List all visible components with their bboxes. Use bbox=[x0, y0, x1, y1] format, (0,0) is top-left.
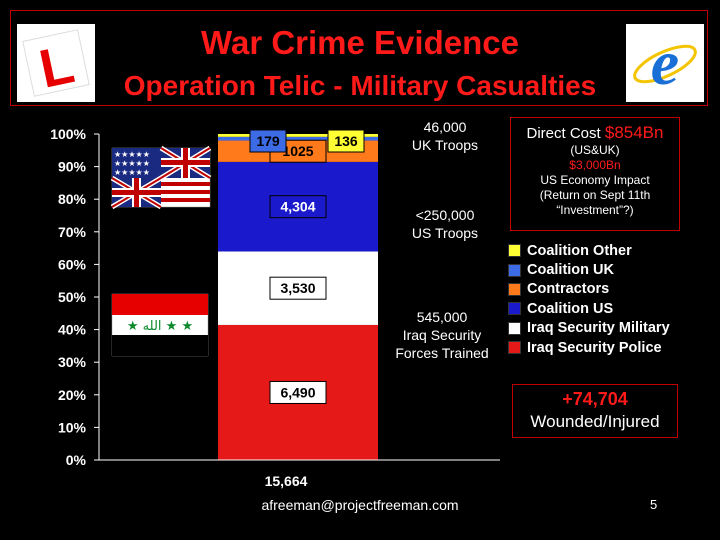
y-tick-label: 80% bbox=[58, 191, 87, 207]
econ-impact-line3: “Investment”?) bbox=[556, 203, 634, 217]
legend-label-coalition-uk: Coalition UK bbox=[527, 262, 614, 279]
x-axis: 15,664 bbox=[99, 459, 500, 489]
wounded-label: Wounded/Injured bbox=[530, 412, 660, 431]
legend-label-iraq-security-military: Iraq Security Military bbox=[527, 320, 670, 337]
slide-title: War Crime Evidence bbox=[201, 24, 519, 61]
us-uk-flag-icon: ★★★★★ ★★★★★ ★★★★★ bbox=[110, 145, 212, 210]
uk-troops-count: 46,000 bbox=[423, 119, 467, 135]
legend-item-iraq-security-police: Iraq Security Police bbox=[508, 338, 670, 357]
y-tick-label: 30% bbox=[58, 354, 87, 370]
legend-swatch-iraq-security-military bbox=[508, 321, 521, 335]
footer-email: afreeman@projectfreeman.com bbox=[261, 497, 459, 513]
y-tick-label: 90% bbox=[58, 159, 87, 175]
bar-segment-coalition-other bbox=[218, 134, 378, 137]
y-tick-label: 20% bbox=[58, 387, 87, 403]
data-label-box-iraq-security-military bbox=[269, 276, 327, 300]
page-number: 5 bbox=[650, 497, 658, 512]
direct-cost-label: Direct Cost bbox=[526, 125, 601, 142]
direct-cost-scope: (US&UK) bbox=[570, 143, 620, 157]
legend-item-coalition-us: Coalition US bbox=[508, 299, 670, 318]
svg-text:★★★★★: ★★★★★ bbox=[114, 168, 150, 177]
uk-troops-label: UK Troops bbox=[411, 137, 479, 153]
legend-label-coalition-us: Coalition US bbox=[527, 300, 614, 317]
iraq-flag-icon: ★ الله ★ ★ bbox=[111, 293, 209, 357]
legend-label-iraq-security-police: Iraq Security Police bbox=[527, 339, 662, 356]
svg-text:★★★★★: ★★★★★ bbox=[114, 159, 150, 168]
legend-swatch-coalition-us bbox=[508, 302, 521, 316]
y-tick-label: 60% bbox=[58, 256, 87, 272]
y-tick-label: 100% bbox=[50, 126, 86, 142]
wounded-count: +74,704 bbox=[562, 389, 628, 409]
legend-swatch-iraq-security-police bbox=[508, 341, 521, 355]
legend-swatch-coalition-uk bbox=[508, 263, 521, 277]
learner-plate-logo: L bbox=[17, 24, 95, 102]
data-label-box-coalition-uk bbox=[249, 129, 287, 153]
data-label-coalition-us: 4,304 bbox=[280, 199, 315, 215]
svg-text:★ الله ★ ★: ★ الله ★ ★ bbox=[127, 319, 193, 334]
bar-segment-coalition-uk bbox=[218, 136, 378, 141]
data-label-iraq-security-police: 6,490 bbox=[280, 384, 315, 400]
slide-subtitle: Operation Telic - Military Casualties bbox=[123, 70, 597, 101]
x-category-label: 15,664 bbox=[265, 473, 308, 489]
us-troops-label: US Troops bbox=[411, 225, 479, 241]
iraq-forces-line3: Forces Trained bbox=[395, 345, 489, 361]
uk-troops-note: 46,000 UK Troops bbox=[395, 118, 495, 154]
data-label-contractors: 1025 bbox=[282, 143, 313, 159]
econ-impact-amount: $3,000Bn bbox=[569, 158, 621, 172]
data-label-box-coalition-us bbox=[269, 195, 327, 219]
internet-explorer-letter: e bbox=[651, 27, 679, 98]
direct-cost-box: Direct Cost $854Bn (US&UK) $3,000Bn US E… bbox=[510, 117, 680, 231]
title-frame bbox=[10, 10, 708, 106]
econ-impact-line1: US Economy Impact bbox=[540, 173, 650, 187]
legend-item-contractors: Contractors bbox=[508, 280, 670, 299]
iraq-forces-count: 545,000 bbox=[416, 309, 468, 325]
y-axis: 0% 10% 20% 30% 40% 50% 60% 70% 80% 90% 100% bbox=[50, 126, 100, 468]
data-label-box-iraq-security-police bbox=[269, 380, 327, 404]
data-label-coalition-other: 136 bbox=[334, 133, 358, 149]
y-tick-label: 0% bbox=[66, 452, 87, 468]
y-tick-label: 40% bbox=[58, 322, 87, 338]
data-label-iraq-security-military: 3,530 bbox=[280, 280, 315, 296]
y-tick-label: 70% bbox=[58, 224, 87, 240]
us-troops-note: <250,000 US Troops bbox=[390, 206, 500, 242]
y-tick-label: 50% bbox=[58, 289, 87, 305]
us-troops-count: <250,000 bbox=[415, 207, 475, 223]
legend-item-coalition-uk: Coalition UK bbox=[508, 260, 670, 279]
legend-swatch-contractors bbox=[508, 282, 521, 296]
chart-legend: Coalition Other Coalition UK Contractors Co… bbox=[508, 241, 670, 357]
data-label-coalition-uk: 179 bbox=[256, 133, 280, 149]
wounded-box: +74,704 Wounded/Injured bbox=[512, 384, 678, 438]
legend-label-contractors: Contractors bbox=[527, 281, 610, 298]
svg-text:★★★★★: ★★★★★ bbox=[114, 150, 150, 159]
legend-swatch-coalition-other bbox=[508, 244, 521, 258]
iraq-forces-note: 545,000 Iraq Security Forces Trained bbox=[382, 308, 502, 362]
legend-label-coalition-other: Coalition Other bbox=[527, 242, 632, 259]
data-label-box-coalition-other bbox=[327, 129, 365, 153]
econ-impact-line2: (Return on Sept 11th bbox=[539, 188, 651, 202]
direct-cost-amount: $854Bn bbox=[604, 123, 664, 142]
iraq-forces-line2: Iraq Security bbox=[402, 327, 482, 343]
internet-explorer-logo: e bbox=[626, 24, 704, 102]
y-tick-label: 10% bbox=[58, 419, 87, 435]
legend-item-coalition-other: Coalition Other bbox=[508, 241, 670, 260]
legend-item-iraq-security-military: Iraq Security Military bbox=[508, 319, 670, 338]
